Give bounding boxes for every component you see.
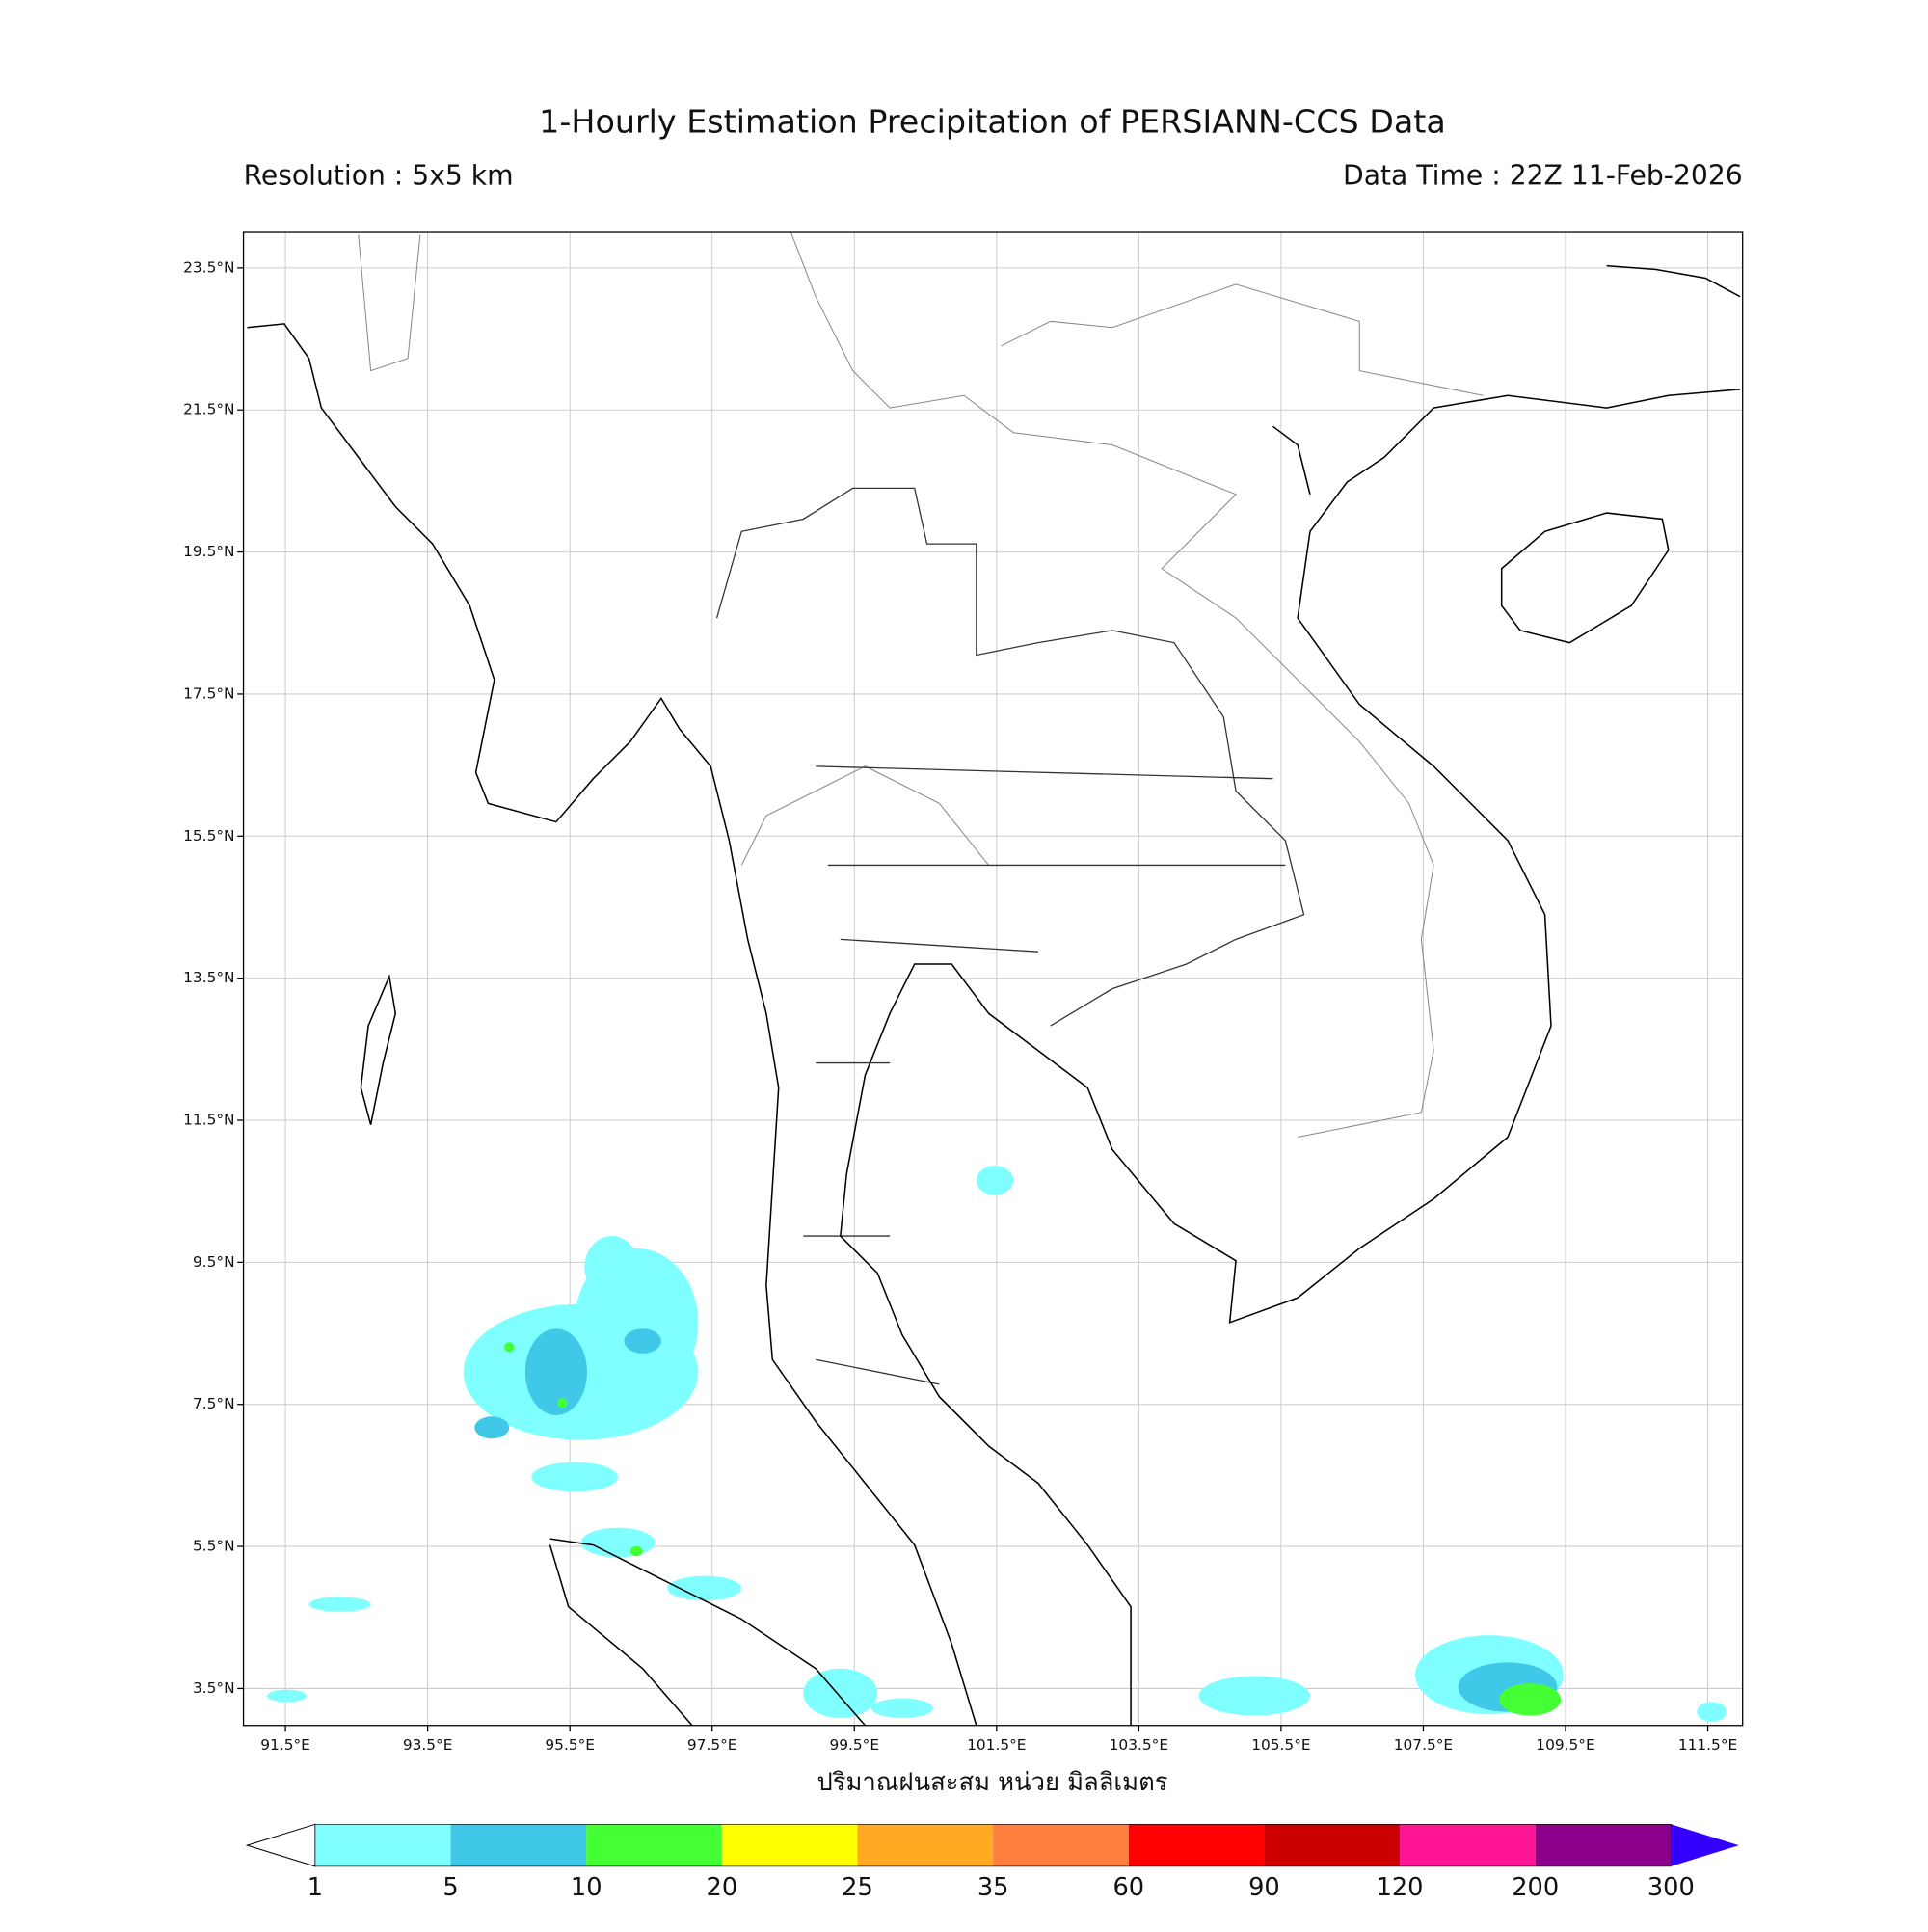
coastline [839,389,1741,1726]
rain-area [266,1689,307,1703]
colorbar-label: 90 [1248,1873,1280,1902]
colorbar-box [1128,1824,1265,1866]
country-border [740,765,990,866]
rain-area [624,1328,661,1354]
rain-area [580,1527,656,1558]
andaman [360,974,397,1125]
x-tick-label: 109.5°E [1536,1736,1594,1754]
country-border [790,231,1434,1138]
y-tick-label: 19.5°N [183,543,234,560]
rain-area [803,1668,878,1719]
x-tick-label: 93.5°E [403,1736,453,1754]
rain-area [870,1698,933,1719]
x-tick-label: 97.5°E [687,1736,737,1754]
colorbar-box [857,1824,994,1866]
rain-area [1198,1676,1310,1716]
title: 1-Hourly Estimation Precipitation of PER… [539,103,1446,141]
colorbar-over [1671,1824,1739,1866]
colorbar-label: 200 [1512,1873,1559,1902]
rain-area [629,1545,643,1557]
colorbar-label: 25 [842,1873,873,1902]
colorbar-label: 20 [707,1873,738,1902]
colorbar-box [450,1824,587,1866]
colorbar-box [1264,1824,1401,1866]
grid [243,232,1743,1726]
rain-area [531,1462,619,1492]
map-frame [242,231,1744,1727]
rain-area [976,1165,1014,1195]
y-tick-label: 15.5°N [183,827,234,845]
coastline [1606,264,1741,298]
coastline [1272,425,1311,496]
resolution: Resolution : 5x5 km [244,159,514,191]
rain-areas [266,1165,1727,1722]
sumatra [549,1538,867,1727]
y-tick-label: 11.5°N [183,1112,234,1129]
y-tick-label: 23.5°N [183,258,234,276]
province-border [715,487,1305,1385]
rain-area [557,1398,568,1409]
x-tick-label: 107.5°E [1394,1736,1453,1754]
y-tick-label: 7.5°N [193,1395,235,1412]
y-tick-label: 13.5°N [183,969,234,986]
colorbar-label: 1 [308,1873,323,1902]
colorbar-box [721,1824,858,1866]
coastline [247,323,977,1726]
rain-area [667,1575,742,1601]
country-border [358,234,421,372]
colorbar-label: 300 [1647,1873,1695,1902]
x-tick-label: 95.5°E [545,1736,595,1754]
colorbar-label: 35 [977,1873,1009,1902]
colorbar-frame [314,1823,1672,1867]
colorbar-label: 60 [1112,1873,1144,1902]
colorbar-box [993,1824,1129,1866]
borders [358,231,1484,1385]
colorbar-box [314,1824,451,1866]
x-tick-label: 111.5°E [1678,1736,1737,1754]
y-tick-label: 9.5°N [193,1253,235,1271]
coastlines [247,264,1741,1727]
rain-area [504,1342,515,1353]
colorbar-label: 5 [442,1873,458,1902]
x-tick-label: 103.5°E [1110,1736,1168,1754]
x-tick-label: 99.5°E [829,1736,879,1754]
y-tick-label: 21.5°N [183,401,234,418]
y-tick-label: 3.5°N [193,1679,235,1697]
rain-area [1499,1683,1562,1716]
y-tick-label: 17.5°N [183,684,234,702]
rain-area [308,1597,371,1612]
x-tick-label: 91.5°E [260,1736,310,1754]
rain-area [584,1236,639,1299]
colorbar-under [245,1823,316,1867]
data-time: Data Time : 22Z 11-Feb-2026 [1343,159,1743,191]
x-tick-label: 101.5°E [967,1736,1026,1754]
x-tick-label: 105.5°E [1251,1736,1310,1754]
rain-area [1697,1702,1727,1722]
rain-area [474,1416,510,1439]
colorbar-box [1400,1824,1536,1866]
hainan [1500,512,1670,644]
colorbar: 1 5 10 20 25 35 60 90 120 200 300 [245,1823,1739,1902]
country-border [1001,283,1484,396]
colorbar-label: 120 [1377,1873,1424,1902]
colorbar-label: 10 [571,1873,602,1902]
rain-area [524,1328,587,1415]
colorbar-box [586,1824,722,1866]
y-tick-label: 5.5°N [193,1538,235,1555]
colorbar-box [1535,1824,1672,1866]
x-label: ปริมาณฝนสะสม หน่วย มิลลิเมตร [817,1768,1167,1797]
